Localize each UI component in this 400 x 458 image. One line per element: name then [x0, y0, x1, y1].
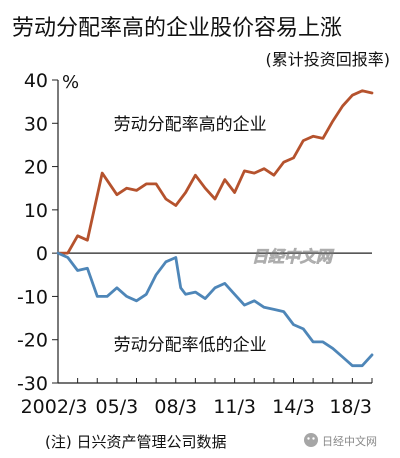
y-tick-label: 0	[36, 243, 48, 265]
wechat-watermark: 日经中文网	[304, 433, 377, 448]
plot-lines	[56, 89, 374, 368]
chart-subtitle: (累计投资回报率)	[266, 50, 391, 69]
wechat-watermark-text: 日经中文网	[322, 434, 377, 448]
watermark-nikkei: 日经中文网	[252, 247, 336, 267]
series-line-2	[56, 251, 374, 368]
axes: 40 30 20 10 0 -10 -20 -30% 2002/3 05/3 08/3 11/3 14/…	[17, 70, 373, 418]
y-tick-label: 30	[24, 113, 48, 135]
wechat-icon-eye-left	[307, 437, 310, 440]
y-unit-label: %	[62, 72, 79, 93]
x-tick-label: 2002/3	[21, 396, 88, 418]
wechat-icon-eye-right	[312, 437, 315, 440]
x-tick-label: 18/3	[329, 396, 372, 418]
y-tick-label: 20	[24, 157, 48, 179]
y-tick-label: 40	[24, 70, 48, 92]
x-tick-label: 14/3	[272, 396, 315, 418]
wechat-icon	[304, 433, 318, 447]
chart-title: 劳动分配率高的企业股价容易上涨	[12, 16, 342, 41]
series-label-2: 劳动分配率低的企业	[114, 336, 267, 356]
y-tick-label: -30	[17, 373, 48, 395]
y-tick-label: -20	[17, 330, 48, 352]
y-tick-label: -10	[17, 286, 48, 308]
x-tick-label: 11/3	[213, 396, 256, 418]
y-tick-label: 10	[24, 200, 48, 222]
x-tick-label: 05/3	[96, 396, 139, 418]
series-line-1	[56, 89, 374, 255]
x-tick-label: 08/3	[154, 396, 197, 418]
footnote: (注) 日兴资产管理公司数据	[45, 433, 226, 451]
series-label-1: 劳动分配率高的企业	[114, 115, 267, 135]
watermark-text: 日经中文网	[252, 247, 335, 266]
